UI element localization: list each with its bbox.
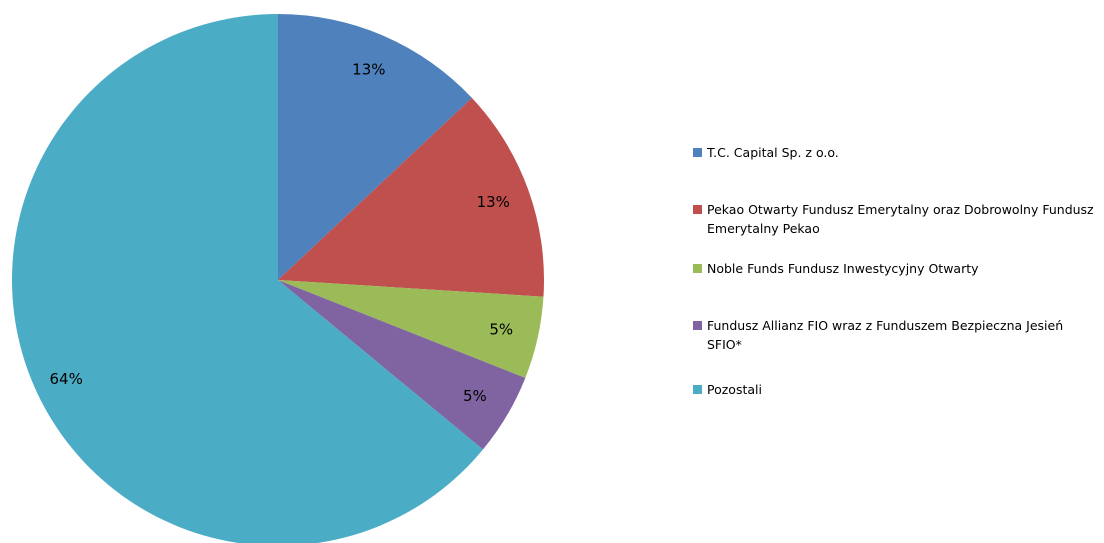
- legend-swatch: [693, 205, 702, 214]
- data-label: 13%: [477, 193, 510, 211]
- legend-item: Pozostali: [693, 380, 1098, 399]
- legend-item: Fundusz Allianz FIO wraz z Funduszem Bez…: [693, 316, 1098, 354]
- legend-swatch: [693, 385, 702, 394]
- data-label: 5%: [463, 387, 487, 405]
- pie-slice: [278, 280, 544, 378]
- pie-slice: [12, 14, 483, 543]
- legend-label: T.C. Capital Sp. z o.o.: [707, 145, 839, 160]
- legend-label: Noble Funds Fundusz Inwestycyjny Otwarty: [707, 261, 979, 276]
- legend-swatch: [693, 321, 702, 330]
- legend-label: Fundusz Allianz FIO wraz z Funduszem Bez…: [707, 318, 1064, 352]
- legend-label: Pozostali: [707, 382, 762, 397]
- legend-item: T.C. Capital Sp. z o.o.: [693, 143, 1098, 162]
- legend-swatch: [693, 148, 702, 157]
- data-label: 5%: [489, 320, 513, 338]
- data-label: 13%: [352, 61, 385, 79]
- pie-slice: [278, 14, 472, 280]
- legend-swatch: [693, 264, 702, 273]
- pie-slice: [278, 280, 526, 450]
- data-label: 64%: [50, 370, 83, 388]
- legend-item: Pekao Otwarty Fundusz Emerytalny oraz Do…: [693, 200, 1098, 238]
- legend-label: Pekao Otwarty Fundusz Emerytalny oraz Do…: [707, 202, 1094, 236]
- pie-slice: [278, 97, 544, 297]
- legend-item: Noble Funds Fundusz Inwestycyjny Otwarty: [693, 259, 1098, 278]
